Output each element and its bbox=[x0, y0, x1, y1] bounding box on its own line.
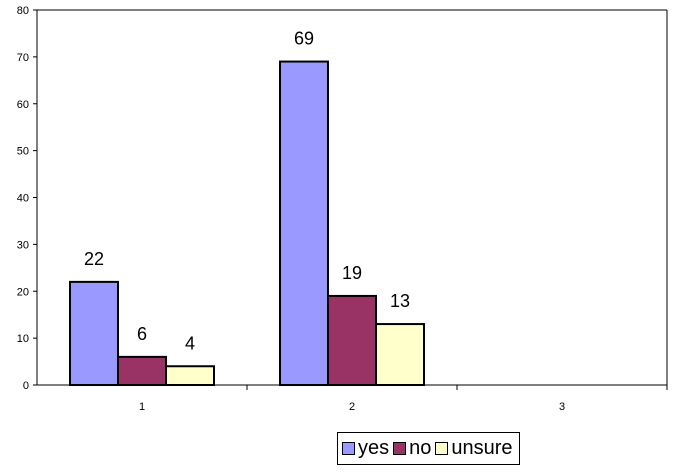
y-tick-label: 80 bbox=[17, 5, 29, 17]
legend-item-unsure: unsure bbox=[435, 437, 513, 460]
legend-swatch bbox=[342, 442, 355, 455]
legend-label: no bbox=[409, 437, 432, 459]
data-label: 6 bbox=[137, 324, 147, 344]
x-tick-label: 2 bbox=[349, 401, 355, 413]
chart-legend: yes no unsure bbox=[337, 432, 520, 465]
bar-yes bbox=[279, 60, 329, 386]
legend-swatch bbox=[435, 442, 449, 455]
y-tick-label: 10 bbox=[17, 333, 29, 345]
data-label: 22 bbox=[84, 249, 104, 269]
bar-unsure bbox=[375, 323, 425, 386]
bar-yes bbox=[69, 280, 119, 386]
legend-swatch bbox=[393, 442, 407, 455]
y-tick-label: 40 bbox=[17, 193, 29, 205]
data-label: 19 bbox=[342, 263, 362, 283]
legend-label: unsure bbox=[451, 437, 513, 459]
data-label: 4 bbox=[185, 333, 195, 353]
y-tick-label: 50 bbox=[17, 146, 29, 158]
legend-label: yes bbox=[358, 437, 390, 459]
data-label: 13 bbox=[390, 291, 410, 311]
bar-no bbox=[327, 294, 377, 386]
y-tick-label: 30 bbox=[17, 239, 29, 251]
y-tick-label: 20 bbox=[17, 286, 29, 298]
bar-no bbox=[117, 355, 167, 386]
x-tick-label: 3 bbox=[559, 401, 565, 413]
y-tick-label: 0 bbox=[23, 380, 29, 392]
y-tick-label: 70 bbox=[17, 52, 29, 64]
bar-unsure bbox=[165, 365, 215, 386]
data-label: 69 bbox=[294, 29, 314, 49]
legend-item-no: no bbox=[393, 437, 431, 460]
legend-item-yes: yes bbox=[342, 437, 389, 460]
y-tick-label: 60 bbox=[17, 99, 29, 111]
x-tick-label: 1 bbox=[139, 401, 145, 413]
